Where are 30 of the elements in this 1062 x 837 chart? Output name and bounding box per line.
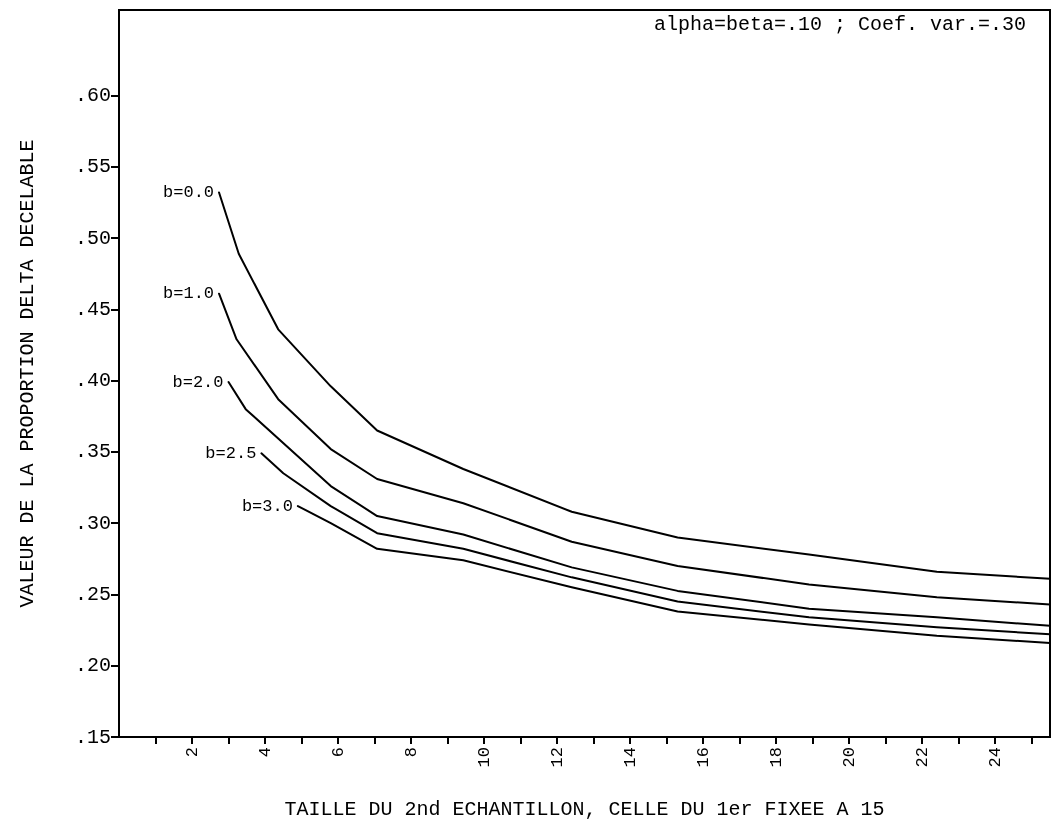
x-tick-label: 20: [839, 747, 859, 768]
y-tick-label: .35: [74, 440, 111, 464]
series-label: b=1.0: [163, 284, 215, 304]
y-axis-title: VALEUR DE LA PROPORTION DELTA DECELABLE: [15, 139, 39, 608]
y-tick-label: .60: [74, 84, 111, 108]
x-tick-label: 6: [328, 747, 348, 758]
series-label: b=0.0: [163, 182, 215, 202]
series-label: b=3.0: [241, 496, 293, 516]
y-tick-label: .25: [74, 582, 111, 606]
x-tick-label: 24: [985, 747, 1005, 768]
y-tick-label: .40: [74, 369, 111, 393]
y-tick-label: .15: [74, 725, 111, 749]
y-tick-label: .20: [74, 654, 111, 678]
x-tick-label: 16: [693, 747, 713, 768]
series-label: b=2.0: [172, 372, 224, 392]
y-tick-label: .50: [74, 226, 111, 250]
x-tick-label: 10: [474, 747, 494, 768]
y-tick-label: .30: [74, 511, 111, 535]
x-tick-label: 14: [620, 747, 640, 768]
x-tick-label: 2: [182, 747, 202, 758]
x-tick-label: 18: [766, 747, 786, 768]
series-label: b=2.5: [205, 443, 257, 463]
annotation: alpha=beta=.10 ; Coef. var.=.30: [653, 12, 1026, 36]
x-tick-label: 8: [401, 747, 421, 758]
x-axis-title: TAILLE DU 2nd ECHANTILLON, CELLE DU 1er FIXEE A 15: [284, 797, 885, 821]
y-tick-label: .55: [74, 155, 111, 179]
y-tick-label: .45: [74, 297, 111, 321]
x-tick-label: 22: [912, 747, 932, 768]
x-tick-label: 4: [255, 747, 275, 758]
x-tick-label: 12: [547, 747, 567, 768]
